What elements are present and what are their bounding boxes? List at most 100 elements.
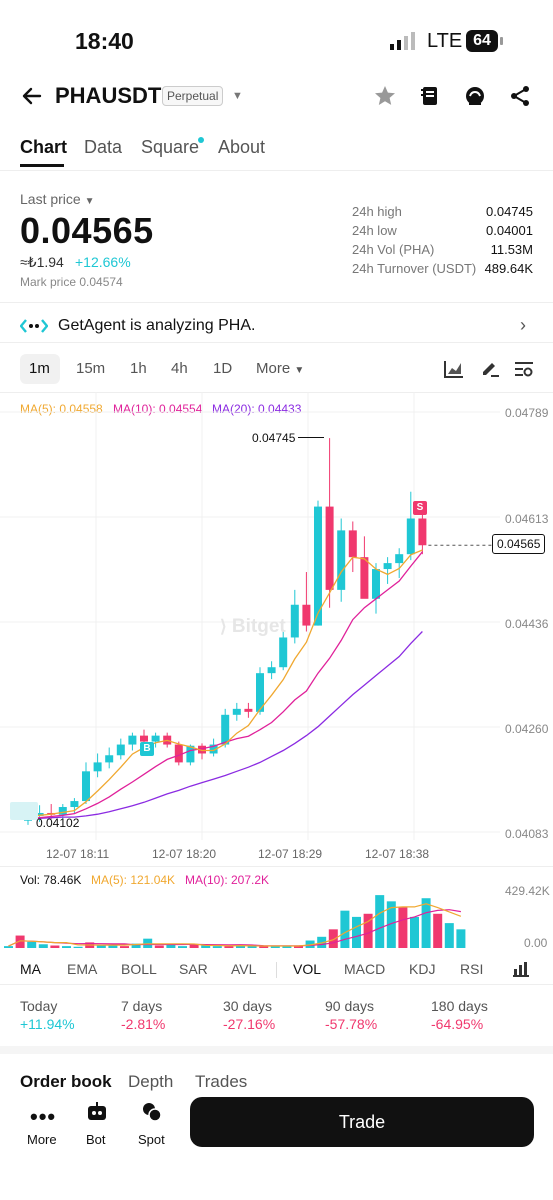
candle-body xyxy=(82,771,90,802)
volume-bar xyxy=(96,944,106,948)
candle-body xyxy=(105,755,114,763)
trade-button[interactable]: Trade xyxy=(190,1097,534,1147)
divider xyxy=(0,392,553,393)
tab-underline xyxy=(20,164,64,167)
back-arrow-icon[interactable] xyxy=(20,84,44,108)
tab-order-book[interactable]: Order book xyxy=(20,1072,112,1091)
candle-body xyxy=(221,714,230,745)
volume-bar xyxy=(398,907,408,948)
volume-bar xyxy=(4,946,13,948)
stat-value: 489.64K xyxy=(484,261,533,276)
volume-bar xyxy=(131,943,141,948)
indicator-rsi[interactable]: RSI xyxy=(460,961,484,977)
timeframe-15m[interactable]: 15m xyxy=(76,360,106,377)
candle-body xyxy=(93,762,102,772)
divider xyxy=(0,302,553,303)
volume-bar xyxy=(201,945,211,948)
bot-icon[interactable] xyxy=(86,1102,108,1122)
draw-pen-icon[interactable] xyxy=(480,358,500,378)
buy-marker[interactable]: B xyxy=(140,742,154,756)
timeframe-more[interactable]: More ▼ xyxy=(256,360,305,377)
volume-bar xyxy=(328,929,338,948)
indicator-macd[interactable]: MACD xyxy=(344,961,386,977)
more-dots-icon[interactable]: ••• xyxy=(30,1104,57,1129)
indicator-ema[interactable]: EMA xyxy=(67,961,98,977)
volume-bar xyxy=(386,901,396,948)
more-button[interactable]: More xyxy=(27,1132,57,1147)
symbol-title[interactable]: PHAUSDT xyxy=(55,83,162,108)
ma10-line xyxy=(27,551,423,820)
volume-bar xyxy=(433,913,443,948)
agent-status-text[interactable]: GetAgent is analyzing PHA. xyxy=(58,317,256,334)
indicator-kdj[interactable]: KDJ xyxy=(409,961,436,977)
time-axis-label: 12-07 18:20 xyxy=(152,847,217,861)
tab-data[interactable]: Data xyxy=(84,137,123,157)
time-axis-label: 12-07 18:38 xyxy=(365,847,430,861)
candle-body xyxy=(395,554,404,564)
indicator-settings-icon[interactable] xyxy=(512,961,530,977)
timeframe-1h[interactable]: 1h xyxy=(130,360,147,377)
volume-bar xyxy=(444,923,454,948)
last-price-label[interactable]: Last price ▼ xyxy=(20,191,95,207)
stat-label: 24h Vol (PHA) xyxy=(352,242,435,257)
volume-bar xyxy=(224,946,234,948)
stat-value: 0.04001 xyxy=(486,223,533,238)
volume-bar xyxy=(120,946,129,948)
volume-bar xyxy=(259,946,269,948)
volume-bar xyxy=(189,944,199,948)
price-axis-label: 0.04436 xyxy=(505,617,549,631)
volume-bar xyxy=(305,940,315,948)
volume-axis-label: 429.42K xyxy=(505,884,550,898)
candle-body xyxy=(232,708,241,715)
tab-trades[interactable]: Trades xyxy=(195,1072,248,1091)
robot-agent-icon[interactable] xyxy=(463,84,487,108)
settings-sliders-icon[interactable] xyxy=(514,360,534,378)
volume-axis-label: 0.00 xyxy=(524,936,548,950)
high-annotation: 0.04745 xyxy=(252,431,296,445)
stat-label: 24h low xyxy=(352,223,397,238)
book-icon[interactable] xyxy=(418,84,442,108)
indicator-boll[interactable]: BOLL xyxy=(121,961,157,977)
timeframe-4h[interactable]: 4h xyxy=(171,360,188,377)
contract-type-badge: Perpetual xyxy=(162,86,224,106)
tab-square[interactable]: Square xyxy=(141,137,200,157)
volume-bar xyxy=(212,946,222,948)
timeframe-1m[interactable]: 1m xyxy=(29,360,50,377)
last-price: 0.04565 xyxy=(20,210,154,251)
timeframe-1d[interactable]: 1D xyxy=(213,360,233,377)
volume-bar xyxy=(15,935,25,948)
volume-bar xyxy=(236,945,245,948)
tab-depth[interactable]: Depth xyxy=(128,1072,174,1091)
price-axis-label: 0.04260 xyxy=(505,722,549,736)
indicator-vol[interactable]: VOL xyxy=(293,961,322,977)
chevron-down-icon[interactable]: ▼ xyxy=(232,90,243,102)
position-marker[interactable] xyxy=(10,802,38,820)
sell-marker[interactable]: S xyxy=(413,501,427,515)
candle-body xyxy=(198,745,206,754)
divider xyxy=(0,170,553,171)
candle-body xyxy=(383,563,392,570)
tab-about[interactable]: About xyxy=(218,137,266,157)
perf-label: Today xyxy=(20,998,58,1014)
spot-coins-icon[interactable] xyxy=(141,1101,163,1123)
volume-bar xyxy=(50,945,60,948)
tab-chart[interactable]: Chart xyxy=(20,137,68,157)
ma5-line xyxy=(27,549,423,818)
candlestick-chart[interactable] xyxy=(0,392,500,840)
star-icon[interactable] xyxy=(373,84,397,108)
perf-value: +11.94% xyxy=(20,1016,75,1032)
indicator-avl[interactable]: AVL xyxy=(231,961,257,977)
candle-body xyxy=(209,744,218,754)
chart-type-icon[interactable] xyxy=(444,360,464,378)
volume-bar xyxy=(73,946,83,948)
indicator-sar[interactable]: SAR xyxy=(179,961,208,977)
share-icon[interactable] xyxy=(508,84,532,108)
volume-bar xyxy=(154,945,164,948)
bot-button[interactable]: Bot xyxy=(86,1132,106,1147)
price-axis-label: 0.04083 xyxy=(505,827,549,841)
volume-ma5-legend: MA(5): 121.04K xyxy=(91,873,176,887)
chevron-right-icon[interactable]: › xyxy=(520,315,526,335)
spot-button[interactable]: Spot xyxy=(138,1132,165,1147)
candle-body xyxy=(58,807,67,815)
indicator-ma[interactable]: MA xyxy=(20,961,41,977)
